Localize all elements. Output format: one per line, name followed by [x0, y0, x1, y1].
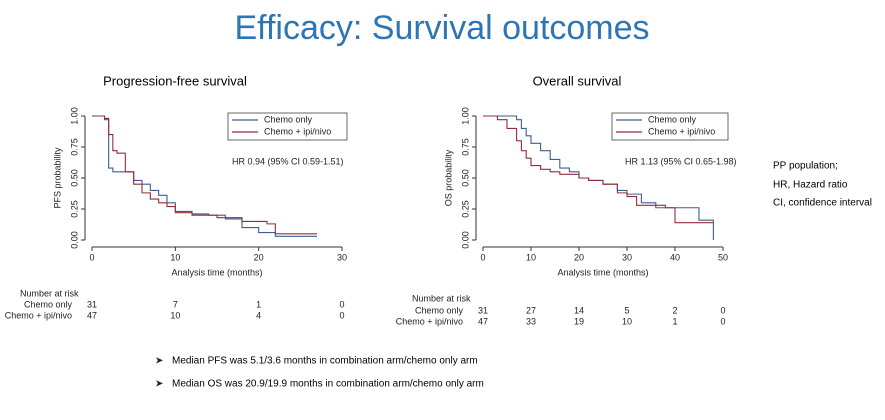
risk-row-name: Chemo only	[24, 299, 73, 309]
y-tick-label: 1.00	[69, 107, 79, 125]
risk-row-name: Chemo + ipi/nivo	[5, 310, 72, 320]
y-tick-label: 0.50	[69, 169, 79, 187]
y-tick-label: 0.00	[460, 231, 470, 249]
risk-value: 1	[672, 316, 677, 326]
y-tick-label: 1.00	[460, 107, 470, 125]
risk-value: 0	[720, 316, 725, 326]
risk-value: 2	[672, 305, 677, 315]
chart-title: Overall survival	[533, 73, 622, 88]
x-tick-label: 20	[574, 252, 584, 262]
y-tick-label: 0.00	[69, 231, 79, 249]
risk-value: 4	[256, 310, 261, 320]
x-tick-label: 30	[337, 252, 347, 262]
note: CI, confidence interval	[773, 198, 872, 209]
risk-value: 14	[574, 305, 584, 315]
risk-value: 10	[622, 316, 632, 326]
bullet: Median OS was 20.9/19.9 months in combin…	[172, 379, 484, 390]
km-curve	[483, 115, 714, 240]
risk-value: 10	[170, 310, 180, 320]
risk-value: 0	[339, 310, 344, 320]
y-tick-label: 0.25	[460, 200, 470, 218]
km-curve	[92, 115, 317, 237]
x-tick-label: 10	[170, 252, 180, 262]
annotation: HR 1.13 (95% CI 0.65-1.98)	[625, 156, 737, 166]
legend-label: Chemo only	[264, 114, 313, 124]
risk-value: 5	[624, 305, 629, 315]
risk-row-name: Chemo + ipi/nivo	[396, 316, 463, 326]
y-axis-label: PFS probability	[52, 147, 62, 209]
km-curve	[483, 115, 714, 224]
chart-title: Progression-free survival	[103, 73, 247, 88]
risk-value: 0	[720, 305, 725, 315]
x-tick-label: 50	[718, 252, 728, 262]
y-tick-label: 0.25	[69, 200, 79, 218]
risk-value: 33	[526, 316, 536, 326]
risk-value: 27	[526, 305, 536, 315]
risk-value: 1	[256, 299, 261, 309]
slide-title: Efficacy: Survival outcomes	[234, 9, 649, 47]
y-tick-label: 0.75	[69, 138, 79, 156]
x-tick-label: 10	[526, 252, 536, 262]
risk-value: 19	[574, 316, 584, 326]
bullet: Median PFS was 5.1/3.6 months in combina…	[172, 356, 478, 367]
x-axis-label: Analysis time (months)	[171, 267, 262, 277]
legend-label: Chemo + ipi/nivo	[648, 126, 715, 136]
x-tick-label: 40	[670, 252, 680, 262]
x-axis-label: Analysis time (months)	[557, 267, 648, 277]
legend-label: Chemo + ipi/nivo	[264, 126, 331, 136]
risk-value: 47	[478, 316, 488, 326]
note: PP population;	[773, 161, 838, 172]
x-tick-label: 0	[480, 252, 485, 262]
x-tick-label: 20	[254, 252, 264, 262]
risk-value: 31	[87, 299, 97, 309]
bullet-arrow: ➤	[155, 356, 163, 367]
legend-box	[611, 112, 729, 141]
risk-value: 0	[339, 299, 344, 309]
x-tick-label: 0	[89, 252, 94, 262]
risk-value: 7	[173, 299, 178, 309]
legend-box	[227, 112, 348, 141]
bullet-arrow: ➤	[155, 379, 163, 390]
note: HR, Hazard ratio	[773, 180, 848, 191]
annotation: HR 0.94 (95% CI 0.59-1.51)	[232, 156, 344, 166]
y-tick-label: 0.50	[460, 169, 470, 187]
risk-table-title: Number at risk	[20, 288, 79, 298]
risk-value: 31	[478, 305, 488, 315]
risk-value: 47	[87, 310, 97, 320]
x-tick-label: 30	[622, 252, 632, 262]
legend-label: Chemo only	[648, 114, 697, 124]
y-tick-label: 0.75	[460, 138, 470, 156]
risk-table-title: Number at risk	[412, 293, 471, 303]
risk-row-name: Chemo only	[415, 305, 464, 315]
km-curve	[92, 115, 317, 235]
y-axis-label: OS probability	[443, 149, 453, 206]
